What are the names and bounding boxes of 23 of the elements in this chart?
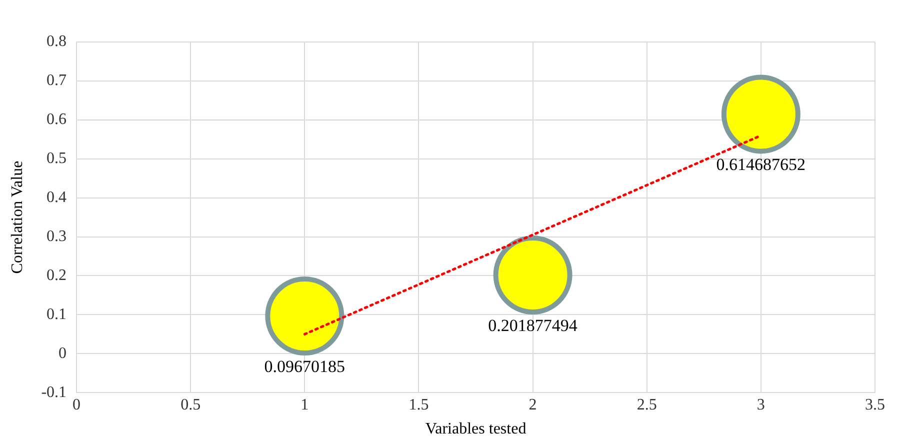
y-tick-label: 0.6 <box>46 111 67 128</box>
data-label: 0.614687652 <box>716 155 806 174</box>
x-tick-label: 3.5 <box>865 396 885 414</box>
y-tick-label: 0.2 <box>46 266 67 284</box>
x-tick-label: 1 <box>300 396 309 414</box>
y-tick-label: 0.5 <box>46 150 67 168</box>
y-tick-label: 0.7 <box>46 72 67 90</box>
y-tick-label: -0.1 <box>41 384 67 401</box>
x-tick-label: 1.5 <box>408 396 429 414</box>
x-tick-label: 2.5 <box>636 396 657 414</box>
data-label: 0.201877494 <box>488 316 578 335</box>
y-axis-title: Correlation Value <box>8 160 26 274</box>
y-tick-label: 0.3 <box>46 228 67 245</box>
y-tick-label: 0.4 <box>46 189 67 206</box>
x-axis-title: Variables tested <box>425 420 526 438</box>
y-tick-label: 0 <box>58 344 67 362</box>
y-tick-label: 0.1 <box>46 306 67 323</box>
x-tick-label: 2 <box>528 396 537 414</box>
y-tick-label: 0.8 <box>46 33 67 50</box>
x-tick-label: 3 <box>756 396 765 414</box>
x-tick-label: 0.5 <box>180 396 201 414</box>
data-label: 0.09670185 <box>264 356 346 376</box>
x-tick-label: 0 <box>72 396 81 414</box>
